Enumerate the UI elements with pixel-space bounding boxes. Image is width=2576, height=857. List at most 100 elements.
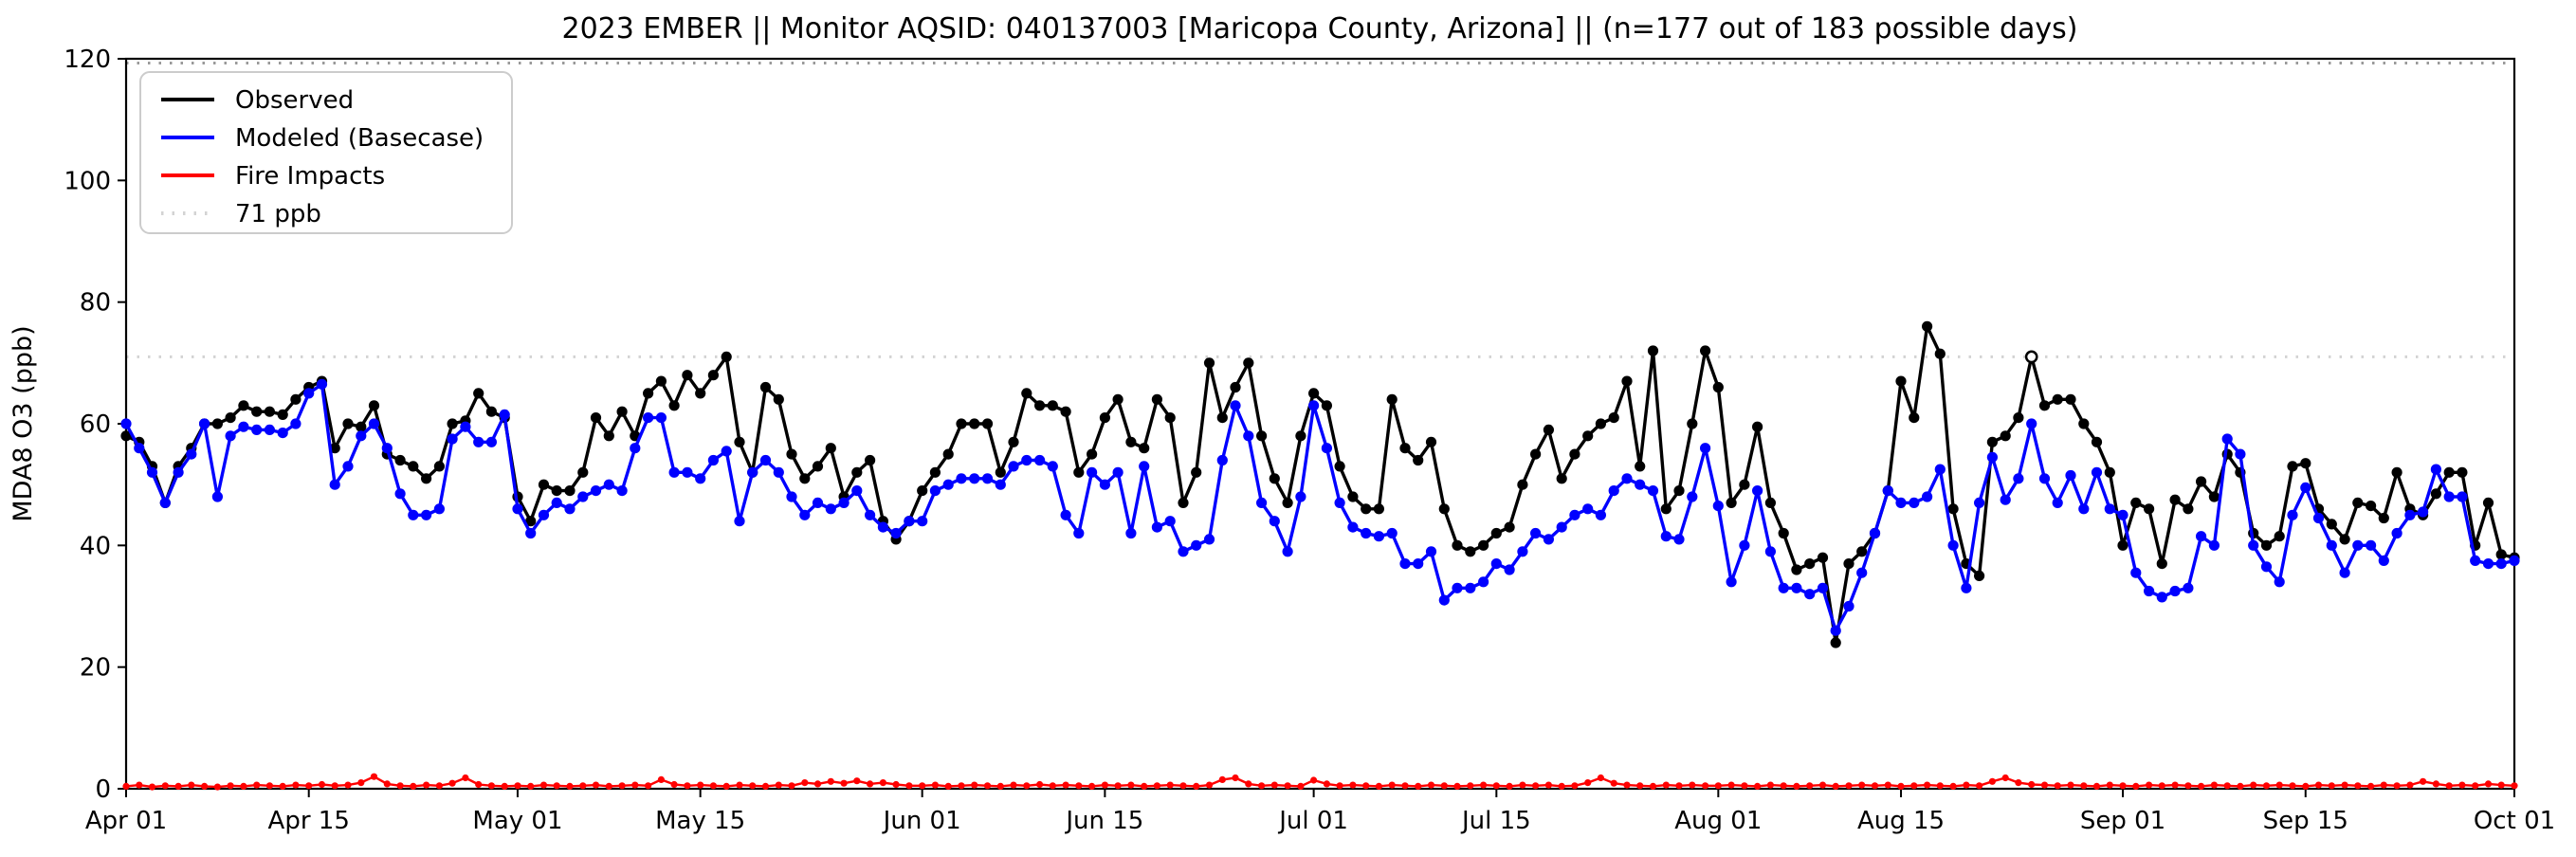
data-point [264,424,275,435]
data-point [211,418,223,429]
data-point [2497,781,2505,789]
data-point [812,461,824,472]
data-point [1673,534,1685,545]
data-point [1269,516,1280,527]
data-point [1282,546,1293,557]
data-point [2495,549,2507,560]
data-point [1256,430,1268,442]
data-point [695,388,706,399]
data-point [527,782,535,791]
data-point [551,497,562,509]
data-point [1232,774,1239,782]
data-point [1780,782,1787,790]
data-point [2196,531,2207,542]
data-point [1843,558,1854,570]
data-point [227,782,234,790]
data-point [2013,473,2024,484]
data-point [592,781,600,789]
data-point [462,774,469,782]
data-point-open [2024,350,2038,364]
data-point [2078,503,2090,515]
data-point [1739,479,1750,490]
data-point [2430,464,2441,475]
data-point [433,461,445,472]
data-point [2248,539,2259,551]
data-point [1961,582,1972,593]
data-point [1909,497,1920,509]
data-point [2052,497,2063,509]
data-point [2406,781,2414,789]
data-point [2470,555,2481,567]
data-point [251,406,263,417]
data-point [1504,521,1515,533]
data-point [1986,451,1998,463]
data-point [722,782,730,791]
data-point [1008,436,1019,447]
x-tick-label: Jul 01 [1277,807,1348,835]
data-point [942,448,954,460]
data-point [931,781,940,789]
data-point [1440,782,1448,790]
data-point [344,781,352,789]
data-point [525,527,537,539]
data-point [2300,458,2311,469]
y-tick-label: 40 [80,532,111,560]
data-point [1216,412,1228,424]
data-point [1963,781,1970,789]
data-point [2092,782,2101,791]
data-point [1910,782,1918,790]
data-point [995,466,1006,478]
data-point [1243,357,1254,369]
data-point [2260,561,2273,573]
data-point [1532,782,1540,790]
data-point [1245,780,1252,788]
data-point [122,782,130,791]
data-point [2314,781,2323,789]
data-point [1139,443,1150,454]
data-point [1884,781,1891,789]
data-point [721,351,732,362]
x-tick-label: Apr 15 [268,807,350,835]
data-point [188,781,195,789]
data-point [2013,412,2024,424]
data-point [1621,473,1633,484]
data-point [421,473,432,484]
data-point [2106,781,2113,789]
data-point [1060,406,1071,417]
x-tick-label: Jun 15 [1064,807,1143,835]
data-point [2015,779,2022,787]
data-point [917,484,928,497]
data-point [460,421,471,432]
data-point [1934,348,1946,359]
x-tick-label: Sep 15 [2263,807,2348,835]
data-point [1702,782,1709,790]
x-tick-label: May 15 [655,807,745,835]
data-point [579,782,587,790]
data-point [1726,497,1737,509]
data-point [603,430,614,442]
data-point [1504,564,1515,575]
data-point [1791,564,1802,575]
data-point [981,473,994,484]
data-point [1425,546,1437,557]
y-axis-label: MDA8 O3 (ppb) [9,325,38,521]
data-point [799,509,811,520]
data-point [1256,497,1268,509]
data-point [225,430,236,442]
data-point [2482,497,2494,509]
data-point [1895,497,1907,509]
x-tick-label: Jul 15 [1460,807,1531,835]
data-point [1413,558,1424,570]
data-point [383,780,391,788]
data-point [1452,582,1463,593]
data-point [329,443,340,454]
data-point [290,418,301,429]
data-point [1323,780,1330,788]
data-point [2511,782,2518,790]
data-point [682,370,693,381]
series-observed [120,320,2520,648]
data-point [2065,469,2076,482]
data-point [485,436,498,447]
data-point [759,454,772,466]
data-point [1295,430,1306,442]
